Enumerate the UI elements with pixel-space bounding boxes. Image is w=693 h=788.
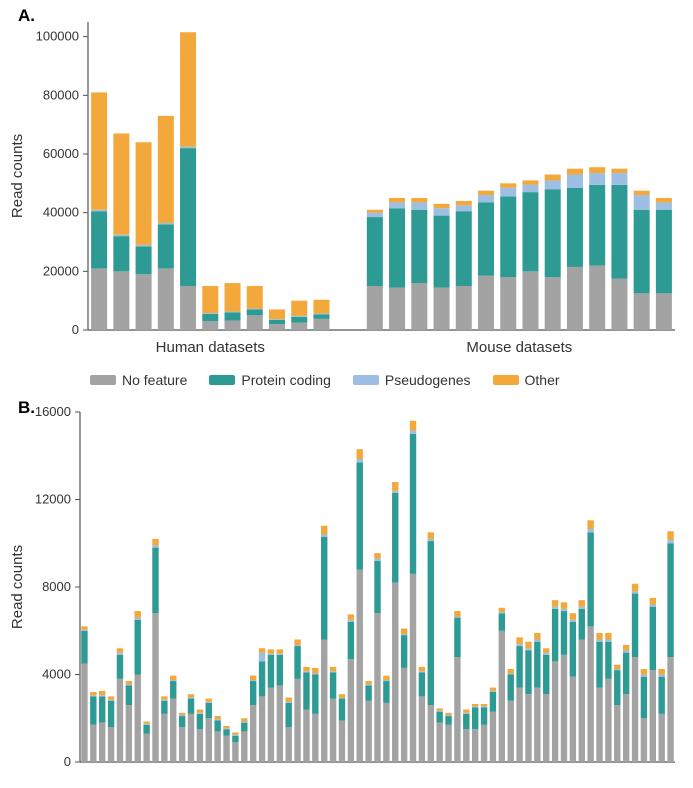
legend-label: Pseudogenes — [385, 372, 471, 388]
svg-text:100000: 100000 — [36, 29, 79, 44]
legend-swatch — [90, 375, 116, 385]
svg-text:0: 0 — [72, 322, 79, 337]
svg-text:Read counts: Read counts — [9, 545, 26, 629]
svg-text:Read counts: Read counts — [9, 134, 26, 218]
legend-swatch — [209, 375, 235, 385]
figure-container: A. 020000400006000080000100000Read count… — [0, 0, 693, 788]
legend-item-pseudogenes: Pseudogenes — [353, 372, 471, 388]
legend-item-other: Other — [493, 372, 560, 388]
svg-text:12000: 12000 — [35, 492, 71, 507]
chart-b: 0 4000 8000 12000 16000 Read counts — [0, 404, 693, 784]
svg-text:4000: 4000 — [42, 667, 71, 682]
legend-item-no_feature: No feature — [90, 372, 187, 388]
legend-label: Protein coding — [241, 372, 331, 388]
legend: No feature Protein coding Pseudogenes Other — [90, 372, 560, 388]
legend-item-protein_coding: Protein coding — [209, 372, 331, 388]
chart-a: 0 20000 40000 60000 80000 100000 Read counts Hu… — [0, 0, 693, 372]
legend-label: Other — [525, 372, 560, 388]
svg-text:20000: 20000 — [43, 263, 79, 278]
legend-swatch — [493, 375, 519, 385]
svg-text:0: 0 — [64, 754, 71, 769]
svg-text:8000: 8000 — [42, 579, 71, 594]
svg-text:Human datasets: Human datasets — [156, 339, 265, 356]
svg-text:16000: 16000 — [35, 404, 71, 419]
legend-swatch — [353, 375, 379, 385]
svg-text:60000: 60000 — [43, 146, 79, 161]
legend-label: No feature — [122, 372, 187, 388]
svg-text:40000: 40000 — [43, 205, 79, 220]
svg-text:80000: 80000 — [43, 87, 79, 102]
svg-text:Mouse datasets: Mouse datasets — [466, 339, 572, 356]
